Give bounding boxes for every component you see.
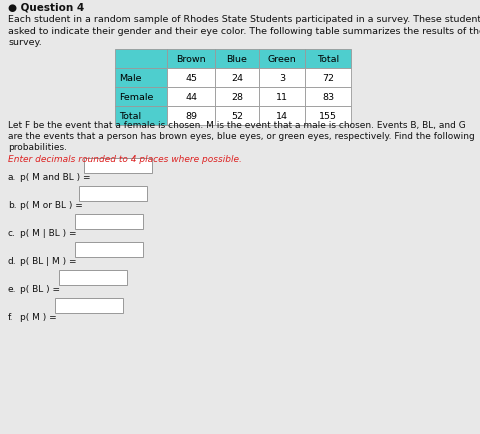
Bar	[167, 50, 215, 69]
Text: 155: 155	[319, 112, 337, 121]
Text: Each student in a random sample of Rhodes State Students participated in a surve: Each student in a random sample of Rhode…	[8, 15, 480, 24]
Text: 45: 45	[185, 74, 197, 83]
Bar	[259, 50, 305, 69]
Bar	[79, 187, 147, 201]
Text: a.: a.	[8, 173, 16, 181]
Bar	[115, 107, 167, 126]
Text: Brown: Brown	[176, 55, 206, 64]
Text: survey.: survey.	[8, 38, 42, 47]
Text: ● Question 4: ● Question 4	[8, 3, 84, 13]
Text: Female: Female	[119, 93, 154, 102]
Text: p( M | BL ) =: p( M | BL ) =	[20, 228, 76, 237]
Text: d.: d.	[8, 256, 17, 265]
Bar	[305, 50, 351, 69]
Text: Male: Male	[119, 74, 142, 83]
Text: 83: 83	[322, 93, 334, 102]
Bar	[305, 107, 351, 126]
Text: 44: 44	[185, 93, 197, 102]
Bar	[115, 50, 167, 69]
Bar	[259, 107, 305, 126]
Text: 28: 28	[231, 93, 243, 102]
Bar	[215, 69, 259, 88]
Text: f.: f.	[8, 312, 13, 321]
Bar	[259, 88, 305, 107]
Text: Total: Total	[317, 55, 339, 64]
Text: p( M and BL ) =: p( M and BL ) =	[20, 173, 91, 181]
Bar	[305, 88, 351, 107]
Text: p( BL ) =: p( BL ) =	[20, 284, 60, 293]
Text: 52: 52	[231, 112, 243, 121]
Text: Blue: Blue	[227, 55, 247, 64]
Bar	[215, 50, 259, 69]
Bar	[75, 243, 144, 257]
Bar	[167, 69, 215, 88]
Text: 14: 14	[276, 112, 288, 121]
Text: p( M or BL ) =: p( M or BL ) =	[20, 201, 83, 210]
Text: c.: c.	[8, 228, 16, 237]
Text: Let F be the event that a female is chosen. M is the event that a male is chosen: Let F be the event that a female is chos…	[8, 121, 466, 130]
Bar	[259, 69, 305, 88]
Bar	[115, 69, 167, 88]
Bar	[167, 107, 215, 126]
Bar	[215, 88, 259, 107]
Bar	[305, 69, 351, 88]
Text: 3: 3	[279, 74, 285, 83]
Bar	[167, 88, 215, 107]
Text: b.: b.	[8, 201, 17, 210]
Text: p( BL | M ) =: p( BL | M ) =	[20, 256, 76, 265]
Text: 89: 89	[185, 112, 197, 121]
Text: Enter decimals rounded to 4 places where possible.: Enter decimals rounded to 4 places where…	[8, 155, 242, 164]
Text: 11: 11	[276, 93, 288, 102]
Bar	[115, 88, 167, 107]
Bar	[55, 298, 123, 313]
Bar	[75, 214, 144, 230]
Text: Green: Green	[268, 55, 296, 64]
Text: probabilities.: probabilities.	[8, 143, 67, 151]
Bar	[215, 107, 259, 126]
Bar	[59, 270, 127, 285]
Bar	[84, 159, 152, 174]
Text: e.: e.	[8, 284, 16, 293]
Text: are the events that a person has brown eyes, blue eyes, or green eyes, respectiv: are the events that a person has brown e…	[8, 132, 475, 141]
Text: p( M ) =: p( M ) =	[20, 312, 57, 321]
Text: 24: 24	[231, 74, 243, 83]
Text: Total: Total	[119, 112, 141, 121]
Text: 72: 72	[322, 74, 334, 83]
Text: asked to indicate their gender and their eye color. The following table summariz: asked to indicate their gender and their…	[8, 26, 480, 36]
